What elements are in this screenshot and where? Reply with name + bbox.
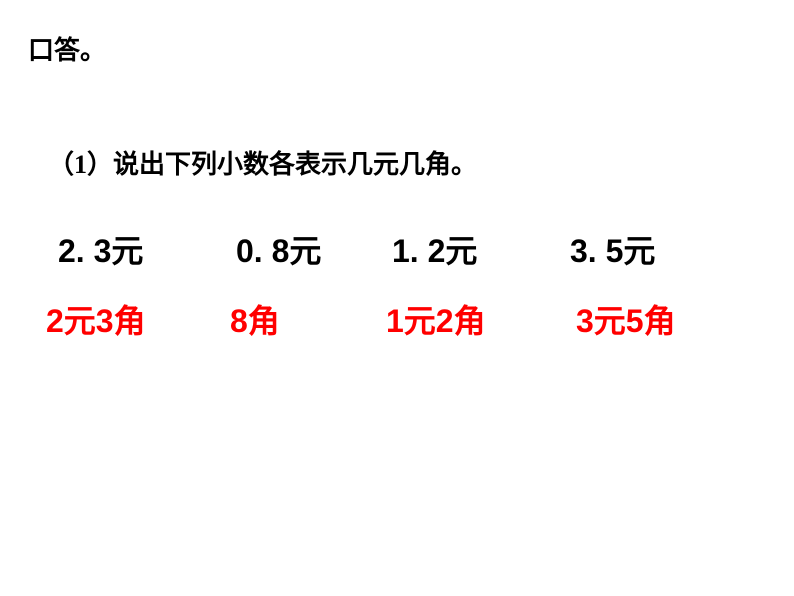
decimal-value: 3. 5元 bbox=[570, 226, 694, 272]
page-title: 口答。 bbox=[28, 30, 106, 67]
answer-value: 2元3角 bbox=[46, 296, 230, 342]
answer-value: 8角 bbox=[230, 296, 386, 342]
decimal-value: 1. 2元 bbox=[392, 226, 570, 272]
decimal-values-row: 2. 3元 0. 8元 1. 2元 3. 5元 bbox=[58, 226, 694, 272]
decimal-value: 0. 8元 bbox=[236, 226, 392, 272]
answer-value: 3元5角 bbox=[576, 296, 736, 342]
question-prompt: （1）说出下列小数各表示几元几角。 bbox=[48, 144, 477, 181]
answer-value: 1元2角 bbox=[386, 296, 576, 342]
decimal-value: 2. 3元 bbox=[58, 226, 236, 272]
answer-values-row: 2元3角 8角 1元2角 3元5角 bbox=[46, 296, 736, 342]
